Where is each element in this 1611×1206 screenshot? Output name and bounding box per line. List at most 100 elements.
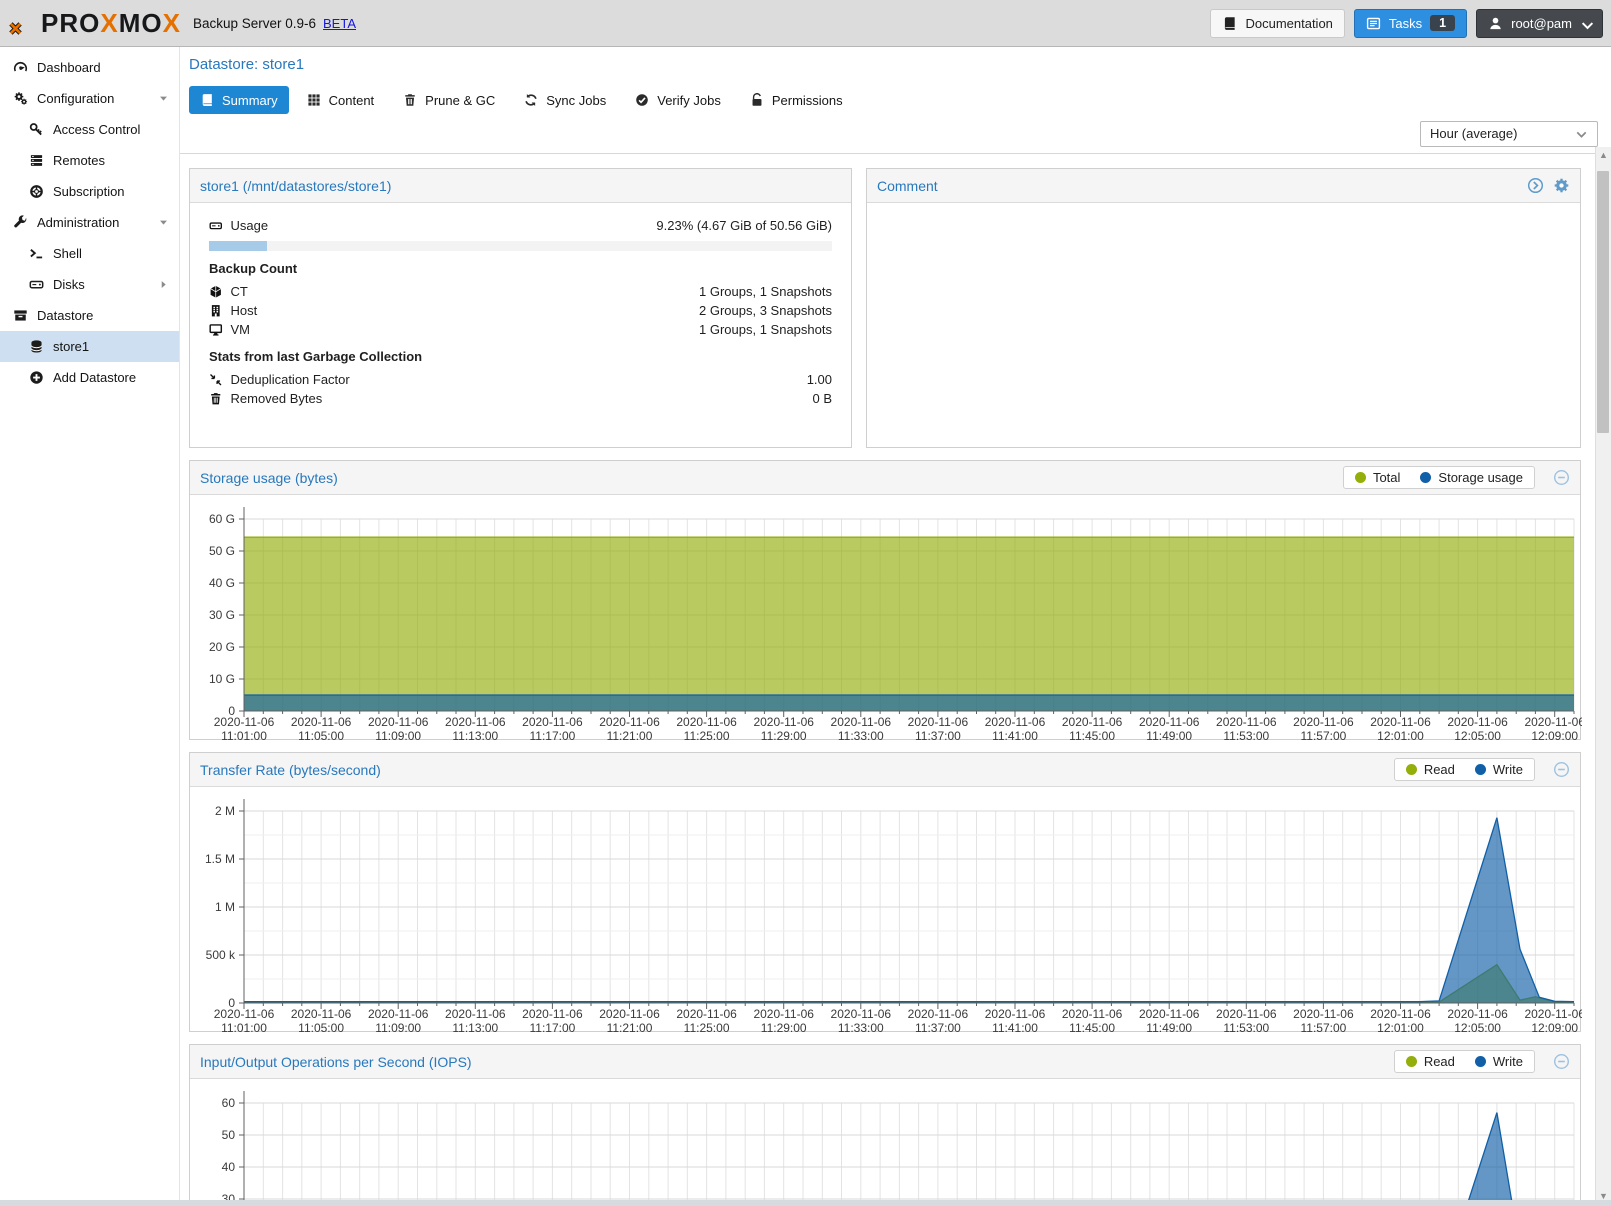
sidebar: DashboardConfiguration Access Control Remo… — [0, 47, 180, 1206]
tab-prune-gc[interactable]: Prune & GC — [392, 86, 506, 114]
cube-icon — [209, 285, 223, 299]
wrench-icon — [12, 215, 29, 230]
legend-label: Read — [1424, 1054, 1455, 1069]
tab-content[interactable]: Content — [296, 86, 386, 114]
sidebar-item-administration[interactable]: Administration — [0, 207, 179, 238]
sidebar-item-label: Remotes — [53, 153, 105, 168]
gc-row-deduplication-factor: Deduplication Factor 1.00 — [209, 370, 832, 389]
legend-label: Write — [1493, 1054, 1523, 1069]
svg-text:2020-11-06: 2020-11-06 — [1447, 1007, 1508, 1021]
collapse-panel-icon[interactable] — [1553, 469, 1570, 486]
time-range-select[interactable]: Hour (average) — [1420, 121, 1598, 147]
svg-text:2020-11-06: 2020-11-06 — [445, 1007, 506, 1021]
tab-summary[interactable]: Summary — [189, 86, 289, 114]
sidebar-item-shell[interactable]: Shell — [0, 238, 179, 269]
svg-text:2020-11-06: 2020-11-06 — [753, 715, 814, 729]
svg-text:11:01:00: 11:01:00 — [221, 1021, 267, 1033]
tab-label: Sync Jobs — [546, 93, 606, 108]
svg-text:11:41:00: 11:41:00 — [992, 1021, 1038, 1033]
legend-label: Storage usage — [1438, 470, 1523, 485]
gear-icon[interactable] — [1553, 177, 1570, 194]
time-range-value: Hour (average) — [1430, 126, 1575, 141]
app-header: PROXMOX Backup Server 0.9-6 BETA Documen… — [0, 0, 1611, 47]
sidebar-item-label: Access Control — [53, 122, 140, 137]
svg-text:12:09:00: 12:09:00 — [1531, 729, 1578, 741]
legend-item-write: Write — [1475, 1054, 1523, 1069]
svg-text:2020-11-06: 2020-11-06 — [908, 1007, 969, 1021]
legend-dot — [1406, 1056, 1417, 1067]
hdd-icon — [28, 277, 45, 292]
header-actions: Documentation Tasks 1 root@pam — [1210, 9, 1603, 38]
comment-panel: Comment — [866, 168, 1581, 448]
tab-verify-jobs[interactable]: Verify Jobs — [624, 86, 732, 114]
tab-label: Summary — [222, 93, 278, 108]
user-menu-button[interactable]: root@pam — [1476, 9, 1603, 38]
sidebar-item-label: Administration — [37, 215, 119, 230]
trash-icon — [209, 392, 223, 406]
usage-value: 9.23% (4.67 GiB of 50.56 GiB) — [656, 218, 832, 233]
sidebar-item-configuration[interactable]: Configuration — [0, 83, 179, 114]
chart-toolbar: Hour (average) — [180, 114, 1611, 154]
sidebar-item-label: Disks — [53, 277, 85, 292]
iops-chart: 01020304050602020-11-0611:01:002020-11-0… — [190, 1079, 1580, 1206]
desktop-icon — [209, 323, 223, 337]
terminal-icon — [28, 246, 45, 261]
backup-count-heading: Backup Count — [209, 261, 832, 276]
usage-progress-bar — [209, 241, 832, 251]
sidebar-item-remotes[interactable]: Remotes — [0, 145, 179, 176]
svg-text:2020-11-06: 2020-11-06 — [1216, 1007, 1277, 1021]
sidebar-item-add-datastore[interactable]: Add Datastore — [0, 362, 179, 393]
backup-row-ct: CT1 Groups, 1 Snapshots — [209, 282, 832, 301]
chart-legend: Total Storage usage — [1343, 466, 1535, 489]
svg-text:2020-11-06: 2020-11-06 — [676, 1007, 737, 1021]
legend-label: Total — [1373, 470, 1400, 485]
row-label: VM — [231, 322, 251, 337]
expand-comment-icon[interactable] — [1527, 177, 1544, 194]
tab-sync-jobs[interactable]: Sync Jobs — [513, 86, 617, 114]
caret-down-icon — [158, 93, 169, 105]
scrollbar-thumb[interactable] — [1597, 171, 1609, 433]
tab-permissions[interactable]: Permissions — [739, 86, 854, 114]
scroll-up-arrow[interactable]: ▲ — [1596, 147, 1611, 163]
archive-icon — [12, 308, 29, 323]
backup-row-host: Host2 Groups, 3 Snapshots — [209, 301, 832, 320]
gc-row-removed-bytes: Removed Bytes0 B — [209, 389, 832, 408]
svg-text:11:33:00: 11:33:00 — [838, 729, 884, 741]
legend-dot — [1406, 764, 1417, 775]
svg-text:11:53:00: 11:53:00 — [1223, 729, 1269, 741]
sidebar-item-dashboard[interactable]: Dashboard — [0, 52, 179, 83]
beta-link[interactable]: BETA — [323, 16, 356, 31]
sidebar-item-store1[interactable]: store1 — [0, 331, 179, 362]
collapse-panel-icon[interactable] — [1553, 1053, 1570, 1070]
sidebar-item-subscription[interactable]: Subscription — [0, 176, 179, 207]
storage-usage-title: Storage usage (bytes) — [200, 470, 338, 486]
comment-title: Comment — [877, 178, 938, 194]
svg-text:1 M: 1 M — [215, 900, 235, 914]
svg-text:12:09:00: 12:09:00 — [1531, 1021, 1578, 1033]
svg-text:11:21:00: 11:21:00 — [607, 729, 653, 741]
sidebar-item-datastore[interactable]: Datastore — [0, 300, 179, 331]
row-value: 0 B — [812, 391, 832, 406]
comment-body — [867, 203, 1580, 447]
row-label: Deduplication Factor — [231, 372, 350, 387]
svg-text:2020-11-06: 2020-11-06 — [368, 1007, 429, 1021]
svg-text:2020-11-06: 2020-11-06 — [522, 1007, 583, 1021]
vertical-scrollbar: ▲ ▼ — [1595, 147, 1611, 1206]
sidebar-item-disks[interactable]: Disks — [0, 269, 179, 300]
summary-content: store1 (/mnt/datastores/store1) Usage 9.… — [189, 168, 1581, 1206]
gc-stats-rows: Deduplication Factor 1.00 Removed Bytes0 B — [209, 370, 832, 408]
chart-legend: Read Write — [1394, 1050, 1535, 1073]
svg-text:2020-11-06: 2020-11-06 — [753, 1007, 814, 1021]
sidebar-item-access-control[interactable]: Access Control — [0, 114, 179, 145]
row-value: 1.00 — [807, 372, 832, 387]
svg-text:11:25:00: 11:25:00 — [684, 729, 730, 741]
tab-label: Verify Jobs — [657, 93, 721, 108]
proxmox-logo: PROXMOX — [8, 8, 181, 39]
svg-text:12:05:00: 12:05:00 — [1454, 729, 1501, 741]
tasks-button[interactable]: Tasks 1 — [1354, 9, 1467, 38]
sidebar-item-label: Add Datastore — [53, 370, 136, 385]
documentation-button[interactable]: Documentation — [1210, 9, 1344, 38]
collapse-panel-icon[interactable] — [1553, 761, 1570, 778]
svg-text:50 G: 50 G — [209, 544, 235, 558]
sidebar-items: DashboardConfiguration Access Control Remo… — [0, 52, 179, 393]
